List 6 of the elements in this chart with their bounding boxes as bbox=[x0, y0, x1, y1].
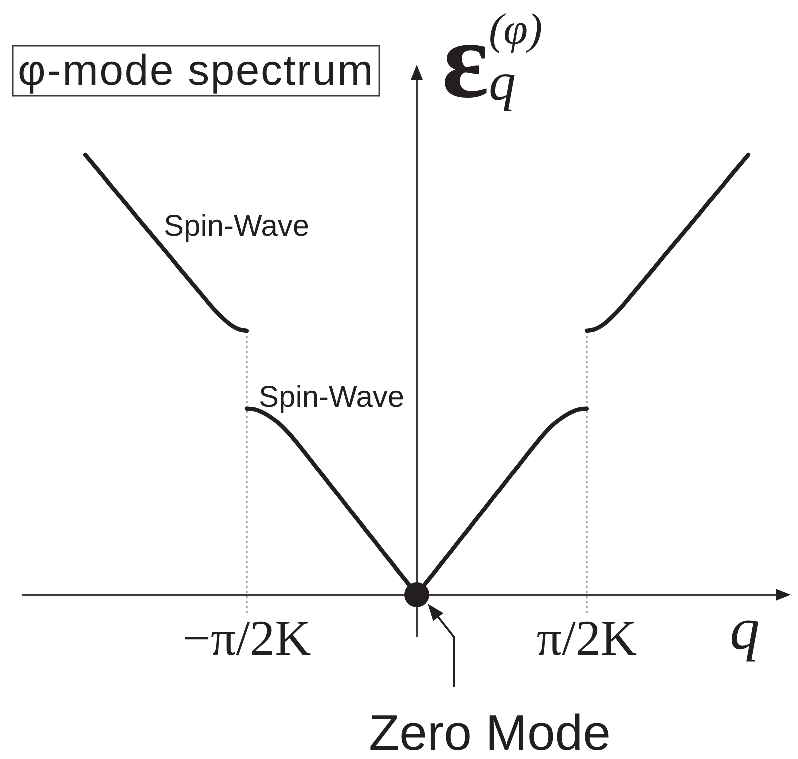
annotation: Spin-Wave bbox=[164, 210, 310, 243]
x-tick-label: −π/2K bbox=[182, 610, 312, 666]
annotation: Spin-Wave bbox=[259, 380, 405, 414]
text: Zero Mode bbox=[369, 705, 611, 759]
x-axis-title: q bbox=[730, 596, 760, 662]
x-tick-label: π/2K bbox=[536, 610, 638, 666]
